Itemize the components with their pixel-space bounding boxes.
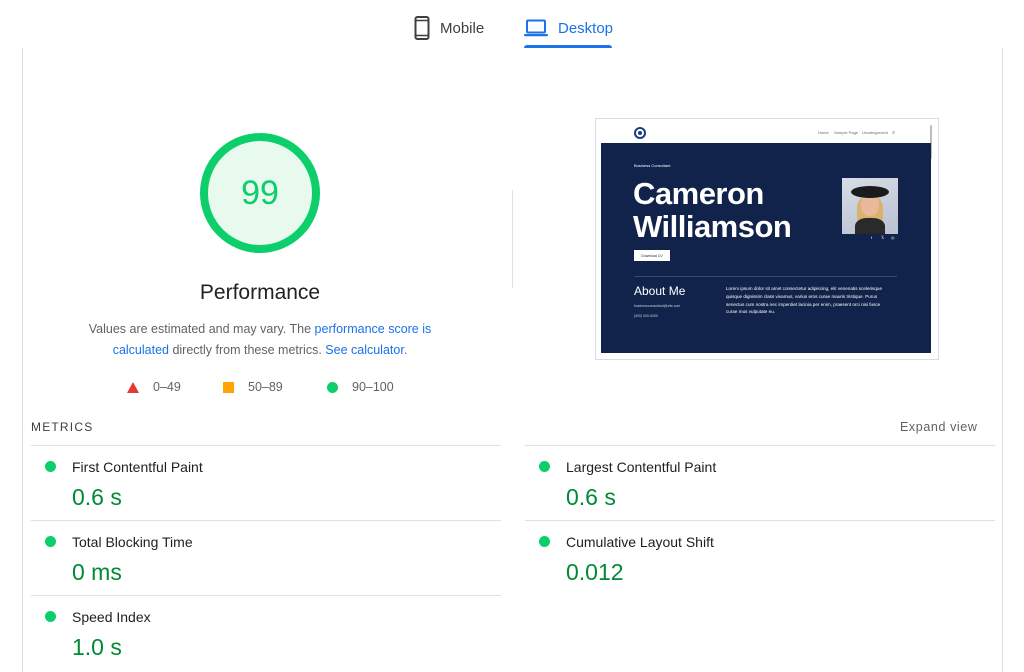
metric-name: Total Blocking Time bbox=[72, 534, 193, 550]
metric-value: 0.6 s bbox=[72, 484, 122, 510]
site-search-icon: ⌕ bbox=[892, 130, 896, 136]
site-download-button: Download CV bbox=[634, 250, 670, 261]
metric-value: 1.0 s bbox=[72, 634, 122, 660]
gauge-arc bbox=[200, 133, 320, 253]
metrics-divider bbox=[525, 445, 995, 446]
pass-circle-icon bbox=[45, 461, 56, 472]
site-divider bbox=[634, 276, 897, 277]
smartphone-icon bbox=[414, 16, 430, 40]
gauge-background bbox=[204, 137, 316, 249]
metric-name: Largest Contentful Paint bbox=[566, 459, 717, 475]
tab-mobile-label: Mobile bbox=[440, 19, 485, 37]
pass-circle-icon bbox=[539, 461, 550, 472]
tab-mobile[interactable]: Mobile bbox=[414, 8, 484, 48]
facebook-icon: f bbox=[871, 235, 873, 240]
square-icon bbox=[223, 381, 234, 393]
metric-cumulative-layout-shift: Cumulative Layout Shift 0.012 bbox=[525, 521, 995, 596]
card-border-left bbox=[22, 48, 23, 672]
metric-speed-index: Speed Index 1.0 s bbox=[31, 596, 501, 671]
site-eyebrow: Business Consultant bbox=[634, 163, 671, 168]
site-phone: (000) 000-0000 bbox=[634, 314, 658, 318]
legend-pass-range: 90–100 bbox=[352, 380, 394, 394]
photo-body bbox=[855, 218, 885, 234]
pass-circle-icon bbox=[45, 611, 56, 622]
performance-score-link[interactable]: performance score is calculated bbox=[112, 322, 432, 357]
photo-face bbox=[861, 194, 879, 216]
legend-average: 50–89 bbox=[223, 380, 283, 394]
metric-value: 0.6 s bbox=[566, 484, 616, 510]
circle-icon bbox=[327, 381, 338, 393]
metric-first-contentful-paint: First Contentful Paint 0.6 s bbox=[31, 446, 501, 521]
desc-suffix: . bbox=[403, 343, 408, 357]
site-nav-item: Home bbox=[818, 130, 829, 135]
legend-fail-range: 0–49 bbox=[153, 380, 181, 394]
gauge-description: Values are estimated and may vary. The p… bbox=[70, 319, 450, 361]
screenshot-hero: Business Consultant Cameron Williamson f… bbox=[601, 143, 931, 353]
metric-name: Cumulative Layout Shift bbox=[566, 534, 714, 550]
site-email: businessconsultant@site.com bbox=[634, 304, 681, 308]
performance-gauge bbox=[200, 133, 320, 253]
site-name-heading: Cameron Williamson bbox=[633, 176, 792, 244]
final-screenshot[interactable]: Home Sample Page Uncategorized ⌕ Busines… bbox=[595, 118, 939, 360]
pass-circle-icon bbox=[539, 536, 550, 547]
tab-desktop[interactable]: Desktop bbox=[524, 8, 613, 48]
tab-desktop-label: Desktop bbox=[558, 19, 614, 37]
portrait-photo bbox=[842, 178, 898, 234]
score-legend: 0–49 50–89 90–100 bbox=[0, 380, 520, 398]
performance-score: 99 bbox=[241, 173, 279, 212]
triangle-icon bbox=[127, 381, 139, 393]
desc-middle: directly from these metrics. bbox=[168, 343, 326, 357]
metric-name: Speed Index bbox=[72, 609, 151, 625]
metric-largest-contentful-paint: Largest Contentful Paint 0.6 s bbox=[525, 446, 995, 521]
metrics-divider bbox=[31, 445, 501, 446]
metrics-divider bbox=[525, 520, 995, 521]
metric-value: 0 ms bbox=[72, 559, 122, 585]
expand-view-button[interactable]: Expand view bbox=[900, 420, 978, 434]
site-nav-item: Uncategorized bbox=[862, 130, 888, 135]
legend-pass: 90–100 bbox=[327, 380, 394, 394]
metrics-heading: METRICS bbox=[31, 420, 94, 434]
laptop-icon bbox=[524, 19, 548, 37]
gauge-title: Performance bbox=[199, 281, 321, 304]
see-calculator-link[interactable]: See calculator bbox=[325, 343, 404, 357]
photo-hat bbox=[851, 186, 889, 198]
site-name-line1: Cameron bbox=[633, 176, 764, 211]
site-about-text: Lorem ipsum dolor sit amet consectetur a… bbox=[726, 286, 883, 315]
pass-circle-icon bbox=[45, 536, 56, 547]
metric-name: First Contentful Paint bbox=[72, 459, 203, 475]
x-icon: 𝕏 bbox=[881, 235, 885, 240]
card-border-right bbox=[1002, 48, 1003, 672]
metric-value: 0.012 bbox=[566, 559, 624, 585]
site-nav-item: Sample Page bbox=[834, 130, 859, 135]
legend-fail: 0–49 bbox=[127, 380, 181, 394]
metrics-divider bbox=[31, 595, 501, 596]
screenshot-scrollbar bbox=[930, 125, 932, 159]
legend-average-range: 50–89 bbox=[248, 380, 283, 394]
device-tabs: Mobile Desktop bbox=[0, 0, 1024, 50]
metrics-divider bbox=[31, 520, 501, 521]
active-tab-indicator bbox=[524, 45, 612, 48]
screenshot-site-header: Home Sample Page Uncategorized ⌕ bbox=[596, 119, 938, 143]
metric-total-blocking-time: Total Blocking Time 0 ms bbox=[31, 521, 501, 596]
instagram-icon: ◎ bbox=[891, 235, 895, 240]
site-logo-icon bbox=[634, 127, 646, 139]
site-about-heading: About Me bbox=[634, 284, 686, 298]
desc-prefix: Values are estimated and may vary. The bbox=[88, 322, 315, 336]
site-name-line2: Williamson bbox=[633, 209, 792, 244]
vertical-divider bbox=[512, 190, 513, 288]
